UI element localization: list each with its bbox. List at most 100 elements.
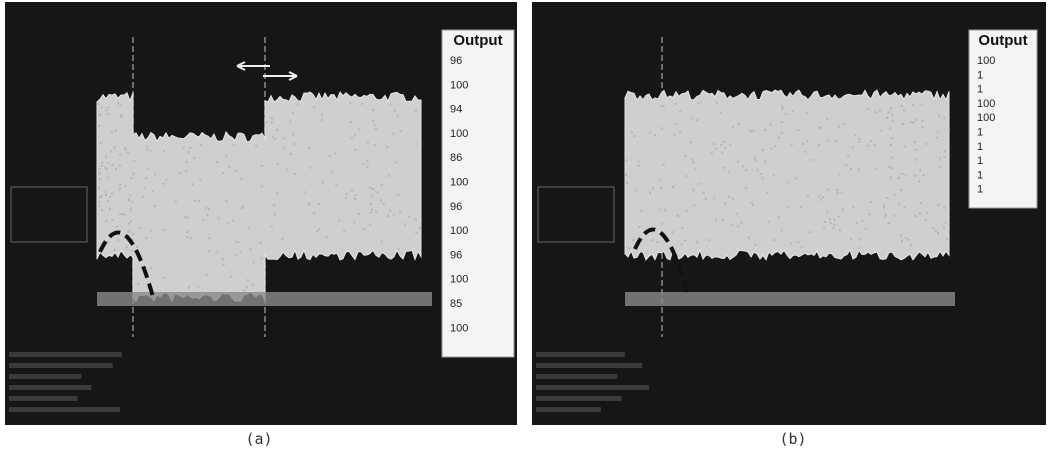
output-value: 96: [450, 201, 462, 213]
signal-texture: [943, 207, 945, 209]
signal-texture: [206, 214, 208, 216]
signal-texture: [781, 105, 783, 107]
signal-texture: [854, 134, 856, 136]
status-readout: [9, 407, 120, 412]
signal-texture: [822, 196, 824, 198]
status-readout: [9, 363, 113, 368]
signal-texture: [377, 191, 379, 193]
signal-texture: [778, 137, 780, 139]
signal-texture: [283, 148, 285, 150]
signal-texture: [838, 126, 840, 128]
signal-texture: [693, 161, 695, 163]
signal-texture: [217, 251, 219, 253]
signal-texture: [870, 201, 872, 203]
signal-texture: [632, 239, 634, 241]
signal-texture: [152, 190, 154, 192]
signal-texture: [397, 194, 399, 196]
signal-texture: [271, 226, 273, 228]
signal-texture: [762, 149, 764, 151]
signal-texture: [313, 212, 315, 214]
signal-texture: [255, 145, 257, 147]
signal-texture: [355, 194, 357, 196]
signal-texture: [113, 249, 115, 251]
signal-texture: [696, 241, 698, 243]
signal-texture: [935, 230, 937, 232]
signal-texture: [781, 132, 783, 134]
signal-texture: [223, 264, 225, 266]
signal-texture: [894, 194, 896, 196]
signal-texture: [802, 143, 804, 145]
signal-texture: [887, 111, 889, 113]
signal-texture: [265, 122, 267, 124]
signal-texture: [130, 250, 132, 252]
signal-texture: [124, 185, 126, 187]
signal-texture: [197, 286, 199, 288]
signal-texture: [116, 226, 118, 228]
signal-texture: [827, 188, 829, 190]
signal-texture: [98, 187, 100, 189]
signal-texture: [380, 199, 382, 201]
signal-texture: [869, 213, 871, 215]
signal-texture: [165, 179, 167, 181]
signal-texture: [274, 138, 276, 140]
signal-texture: [826, 211, 828, 213]
signal-texture: [724, 202, 726, 204]
signal-texture: [308, 147, 310, 149]
signal-texture: [711, 152, 713, 154]
signal-texture: [737, 161, 739, 163]
signal-texture: [915, 159, 917, 161]
signal-texture: [313, 106, 315, 108]
signal-texture: [649, 192, 651, 194]
signal-texture: [760, 173, 762, 175]
signal-texture: [415, 143, 417, 145]
signal-texture: [901, 105, 903, 107]
signal-texture: [628, 247, 630, 249]
output-value: 85: [450, 298, 462, 310]
signal-texture: [659, 208, 661, 210]
signal-texture: [923, 175, 925, 177]
signal-texture: [236, 170, 238, 172]
signal-texture: [136, 246, 138, 248]
signal-texture: [107, 162, 109, 164]
output-value: 1: [977, 155, 983, 167]
signal-texture: [146, 149, 148, 151]
signal-texture: [232, 220, 234, 222]
signal-texture: [372, 109, 374, 111]
signal-texture: [705, 198, 707, 200]
signal-texture: [154, 205, 156, 207]
signal-texture: [698, 183, 700, 185]
signal-texture: [901, 123, 903, 125]
signal-texture: [820, 199, 822, 201]
signal-texture: [238, 241, 240, 243]
signal-texture: [845, 164, 847, 166]
signal-texture: [271, 117, 273, 119]
signal-texture: [225, 200, 227, 202]
signal-texture: [383, 203, 385, 205]
signal-texture: [912, 104, 914, 106]
signal-texture: [230, 276, 232, 278]
signal-texture: [346, 193, 348, 195]
output-value: 1: [977, 184, 983, 196]
signal-texture: [354, 149, 356, 151]
signal-texture: [708, 239, 710, 241]
signal-texture: [809, 231, 811, 233]
signal-texture: [681, 243, 683, 245]
signal-texture: [946, 238, 948, 240]
signal-texture: [187, 217, 189, 219]
signal-texture: [861, 220, 863, 222]
signal-texture: [938, 204, 940, 206]
signal-texture: [875, 168, 877, 170]
signal-texture: [812, 159, 814, 161]
signal-texture: [634, 135, 636, 137]
signal-texture: [891, 156, 893, 158]
signal-texture: [310, 167, 312, 169]
signal-texture: [199, 179, 201, 181]
signal-texture: [908, 239, 910, 241]
signal-texture: [745, 169, 747, 171]
signal-texture: [856, 222, 858, 224]
signal-texture: [749, 130, 751, 132]
signal-texture: [939, 157, 941, 159]
signal-texture: [631, 131, 633, 133]
signal-texture: [886, 117, 888, 119]
signal-texture: [260, 258, 262, 260]
